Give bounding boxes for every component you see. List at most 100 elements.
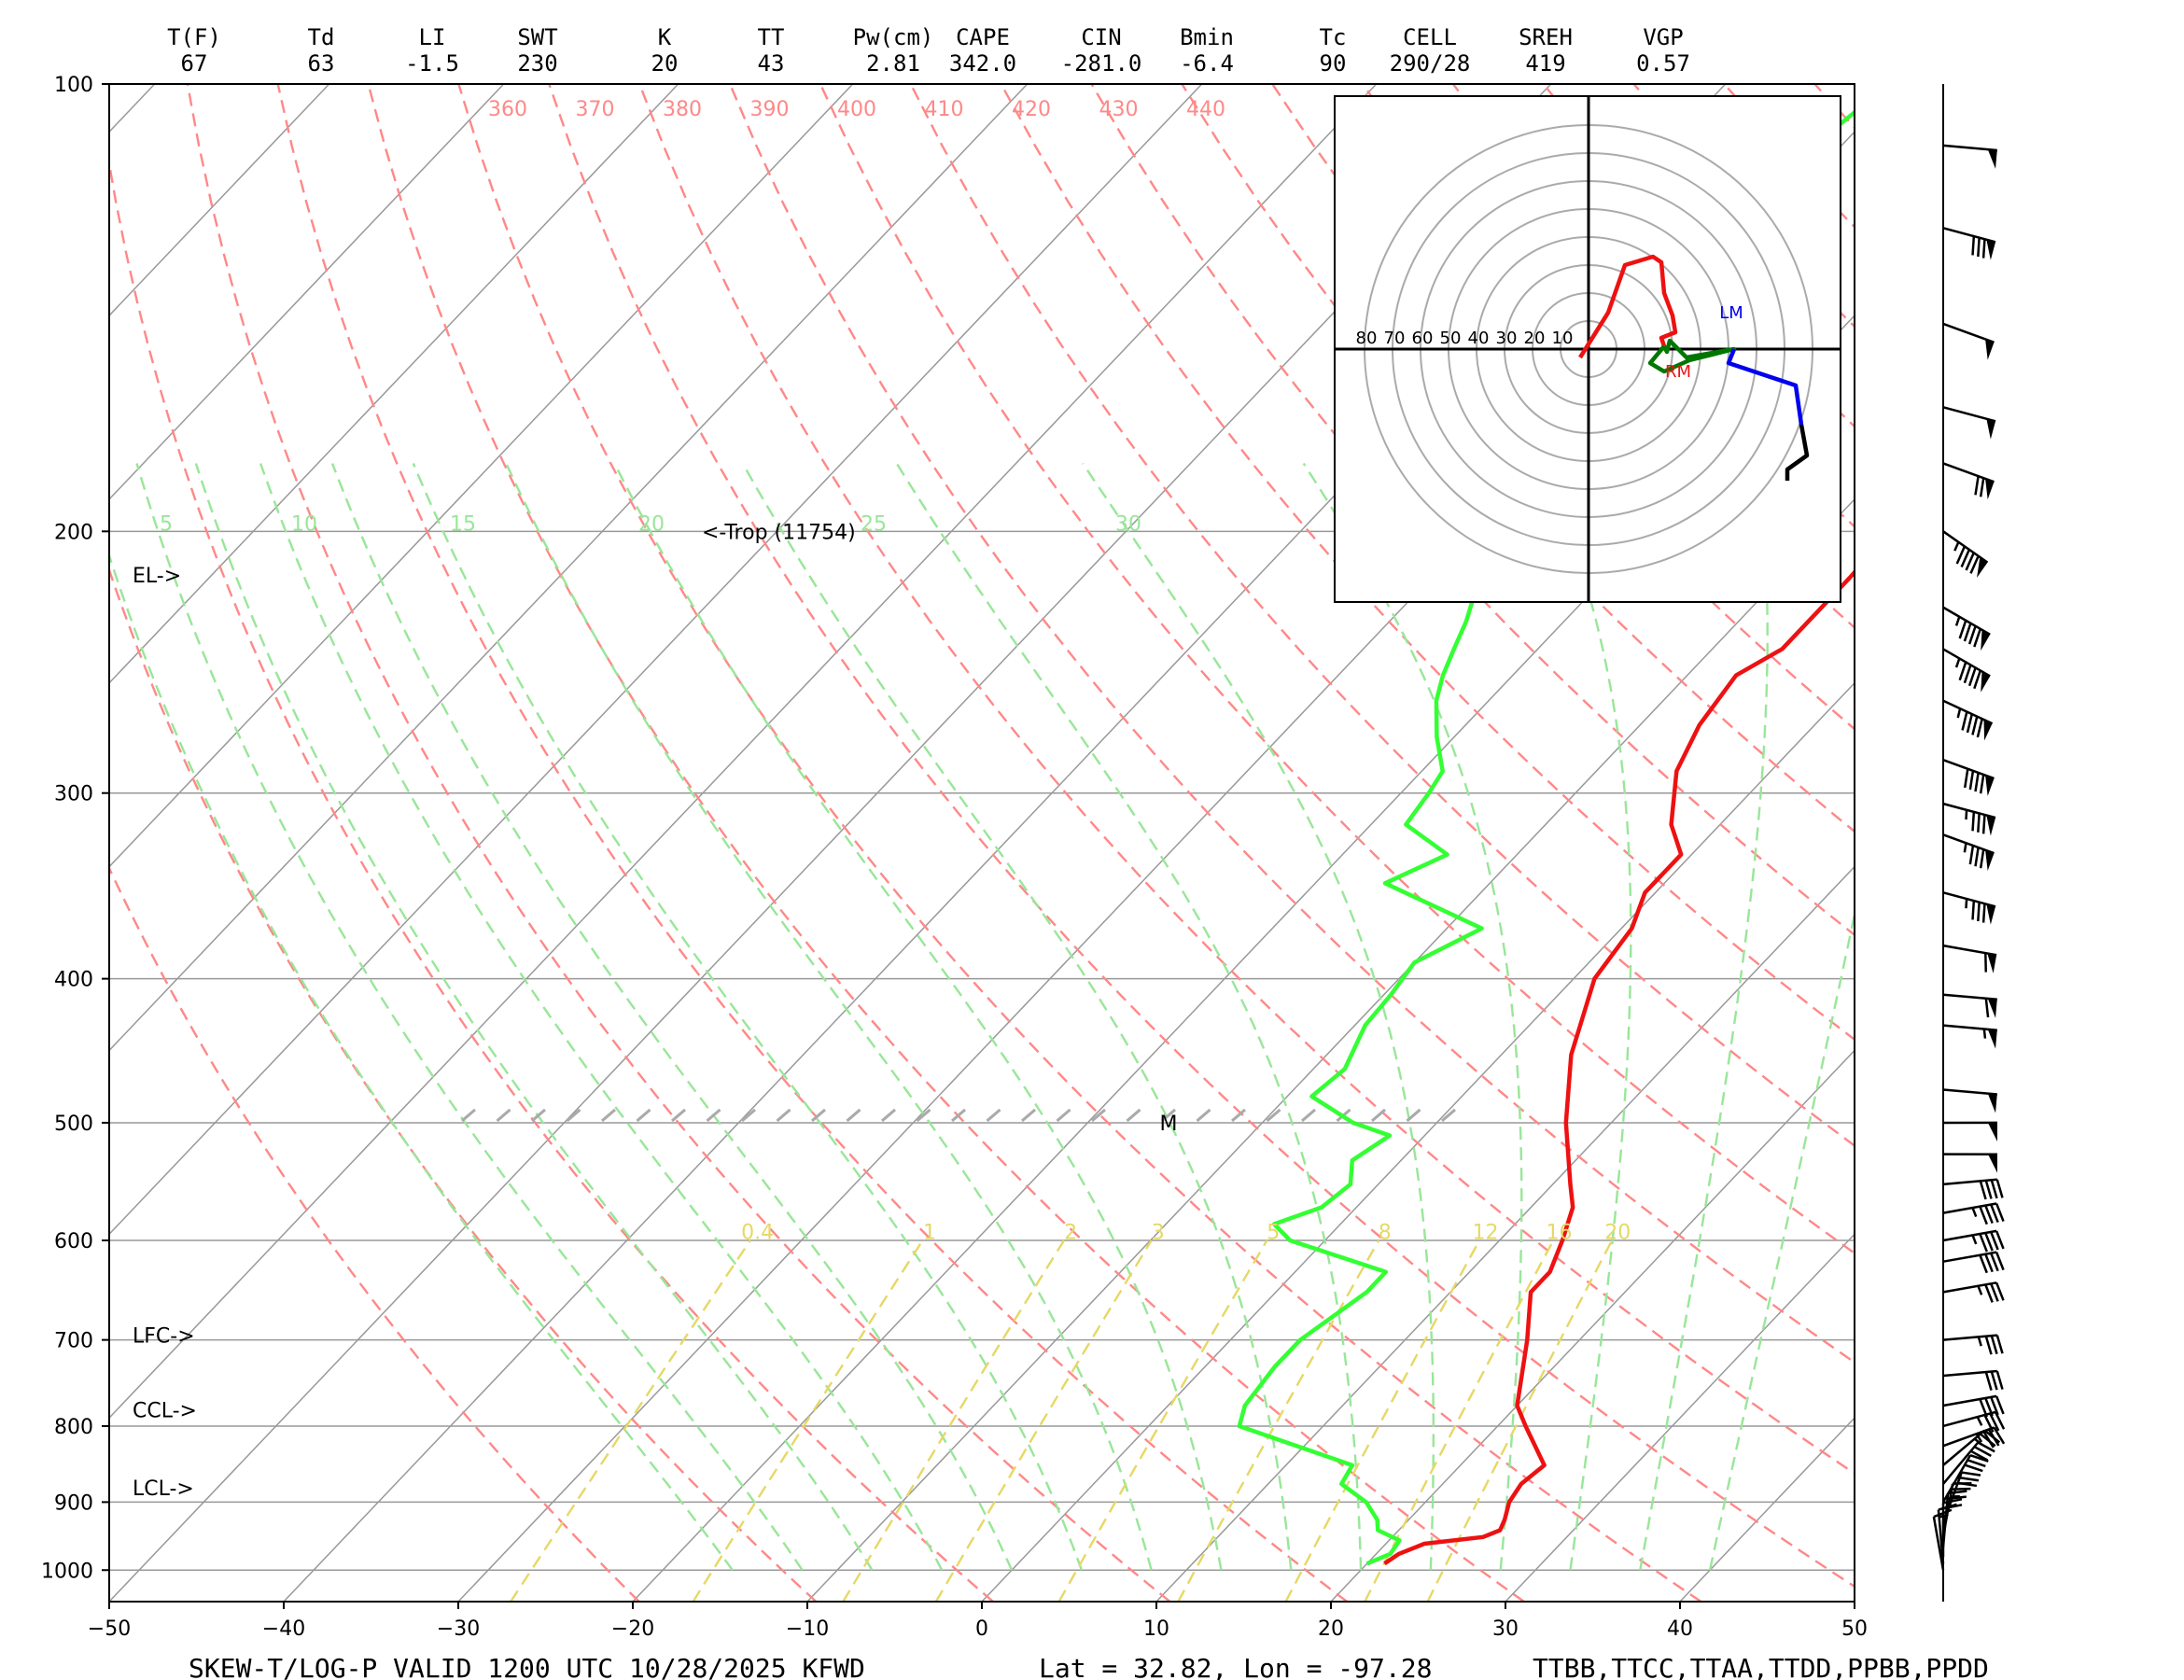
theta-e-label: 10 bbox=[291, 512, 317, 536]
wind-barb bbox=[1942, 530, 1989, 578]
barb-flag bbox=[1986, 903, 1996, 925]
barb-line bbox=[1965, 552, 1975, 571]
isotherm-line bbox=[109, 84, 1378, 1420]
index-value: 43 bbox=[758, 50, 785, 77]
isotherm-line bbox=[1330, 1049, 1855, 1602]
isobars bbox=[109, 84, 1855, 1572]
barb-staff bbox=[1942, 944, 1997, 957]
index-value: 419 bbox=[1525, 50, 1565, 77]
dry-adiabat-line bbox=[109, 157, 994, 1602]
dry-adiabats bbox=[109, 84, 2184, 1602]
barb-line bbox=[1990, 1204, 1999, 1224]
barb-half-line bbox=[1954, 616, 1961, 626]
wind-barb bbox=[1942, 1281, 2005, 1303]
temperature-tick-label: 20 bbox=[1318, 1617, 1344, 1641]
mixing-ratio-line bbox=[510, 1239, 751, 1602]
wind-barb bbox=[1942, 699, 1994, 741]
barb-line bbox=[1964, 1463, 1983, 1473]
index-label: SWT bbox=[517, 24, 557, 50]
pressure-tick-label: 700 bbox=[54, 1330, 93, 1353]
barb-staff bbox=[1942, 1369, 1997, 1378]
temperature-tick-label: −40 bbox=[262, 1617, 305, 1641]
barb-staff bbox=[1942, 1202, 1997, 1214]
mixing-ratio-label: 1 bbox=[923, 1221, 936, 1244]
temperature-tick-label: 10 bbox=[1143, 1617, 1169, 1641]
dry-adiabat-line bbox=[1813, 84, 1855, 130]
temperature-tick-label: −50 bbox=[88, 1617, 131, 1641]
barb-line bbox=[1995, 1203, 2005, 1222]
barb-flag bbox=[1987, 149, 1997, 169]
profile-annotation: LFC-> bbox=[133, 1325, 195, 1349]
pressure-tick-label: 100 bbox=[54, 74, 93, 97]
index-value: 20 bbox=[651, 50, 679, 77]
hatch-mark bbox=[951, 1108, 966, 1123]
wind-barb bbox=[1942, 227, 1996, 260]
isotherm-line bbox=[109, 84, 505, 501]
barb-line bbox=[1995, 1395, 2005, 1415]
barb-line bbox=[1974, 772, 1980, 792]
hodograph-trace-red bbox=[1578, 254, 1678, 359]
barb-line bbox=[1977, 813, 1981, 833]
index-label: Bmin bbox=[1180, 24, 1234, 50]
barb-line bbox=[1969, 1449, 1989, 1462]
barb-line bbox=[1981, 903, 1986, 923]
temperature-tick-label: 0 bbox=[975, 1617, 988, 1641]
barb-staff bbox=[1942, 1088, 1997, 1096]
index-label: Td bbox=[308, 24, 335, 50]
dry-adiabat-line bbox=[909, 84, 1855, 1147]
dry-adiabat-line bbox=[1905, 84, 2184, 1602]
theta-label: 400 bbox=[837, 98, 876, 121]
barb-staff bbox=[1942, 1178, 1997, 1186]
hatch-mark bbox=[811, 1108, 826, 1123]
theta-label: 360 bbox=[488, 98, 527, 121]
barb-line bbox=[1955, 545, 1967, 565]
dry-adiabat-line bbox=[819, 84, 1855, 1255]
temperature-profile bbox=[1383, 568, 1855, 1566]
barb-flag bbox=[1981, 629, 1991, 651]
barb-line bbox=[1977, 902, 1981, 922]
hodograph-ring-label: 80 bbox=[1356, 329, 1378, 348]
profile-annotation: CCL-> bbox=[133, 1399, 197, 1422]
wind-barb bbox=[1942, 1153, 1998, 1173]
barb-half-line bbox=[1956, 707, 1962, 719]
moist-adiabat-line bbox=[505, 462, 1153, 1571]
moist-adiabat-line bbox=[895, 462, 1363, 1571]
dry-adiabat-line bbox=[1181, 84, 1855, 833]
pressure-tick-label: 1000 bbox=[41, 1560, 93, 1583]
freezing-level-hatch bbox=[461, 1108, 1456, 1123]
barb-half-line bbox=[1977, 1336, 1982, 1347]
index-value: -6.4 bbox=[1180, 50, 1234, 77]
hatch-mark bbox=[1406, 1108, 1421, 1123]
index-value: 90 bbox=[1320, 50, 1347, 77]
isotherm-line bbox=[109, 84, 1029, 1052]
barb-line bbox=[1987, 1428, 2000, 1447]
footer-title: SKEW-T/LOG-P VALID 1200 UTC 10/28/2025 K… bbox=[189, 1653, 865, 1680]
footer-codes: TTBB,TTCC,TTAA,TTDD,PPBB,PPDD bbox=[1533, 1653, 1989, 1680]
isotherm-line bbox=[806, 497, 1855, 1602]
wind-barb bbox=[1942, 1394, 2005, 1418]
index-label: CELL bbox=[1403, 24, 1457, 50]
hatch-mark bbox=[1371, 1108, 1386, 1123]
pressure-axis: 100 200 300 400 500 600 700 800 900 1000 bbox=[41, 74, 109, 1583]
temperature-tick-label: −20 bbox=[611, 1617, 654, 1641]
wind-barb bbox=[1942, 462, 1995, 500]
wind-barb bbox=[1942, 1178, 2004, 1200]
moist-adiabats bbox=[109, 462, 1855, 1572]
barb-line bbox=[1961, 711, 1968, 731]
barb-staff bbox=[1941, 1472, 1963, 1524]
theta-label: 430 bbox=[1099, 98, 1139, 121]
hodograph-ring-label: 30 bbox=[1496, 329, 1518, 348]
barb-line bbox=[1989, 1412, 2000, 1432]
moist-adiabat-line bbox=[259, 463, 944, 1571]
barb-line bbox=[1957, 1481, 1978, 1488]
mixing-ratio-lines bbox=[510, 1239, 1614, 1602]
pressure-tick-label: 600 bbox=[54, 1230, 93, 1253]
wind-barb bbox=[1941, 1471, 1981, 1524]
barb-line bbox=[1979, 848, 1985, 869]
barb-line bbox=[1977, 237, 1981, 258]
moist-adiabat-line bbox=[1302, 462, 1523, 1571]
barb-line bbox=[1963, 664, 1972, 684]
barb-half-line bbox=[1965, 809, 1968, 820]
mixing-ratio-label: 3 bbox=[1152, 1221, 1165, 1244]
